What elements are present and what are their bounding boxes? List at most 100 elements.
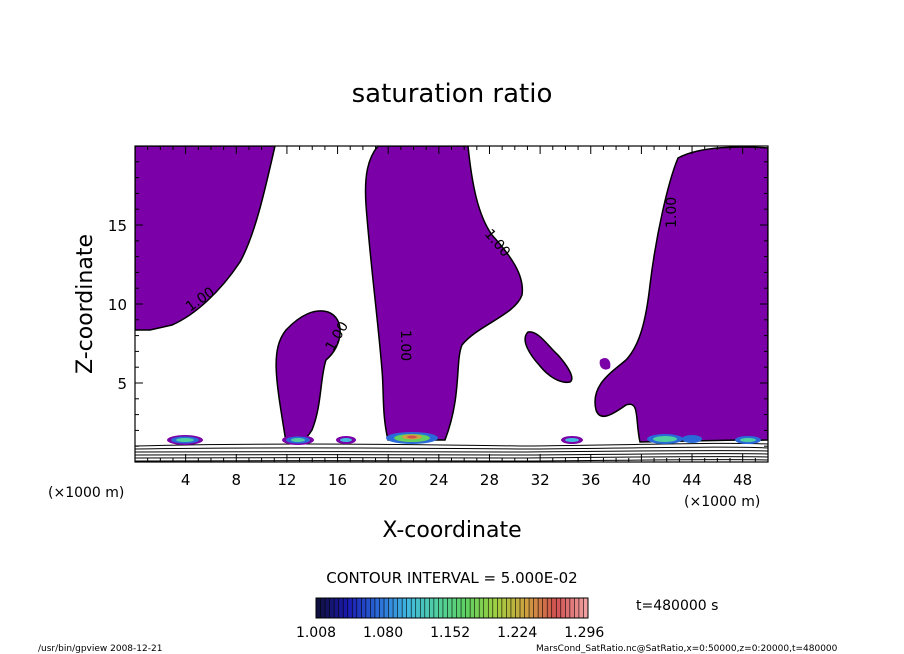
colorbar-cell bbox=[384, 598, 389, 618]
chart-title: saturation ratio bbox=[352, 79, 553, 109]
y-axis-title: Z-coordinate bbox=[73, 234, 98, 374]
colorbar-cell bbox=[388, 598, 394, 618]
x-tick-label: 40 bbox=[632, 471, 651, 489]
colorbar-cell bbox=[556, 598, 562, 618]
colorbar-cell bbox=[325, 598, 330, 618]
x-tick-label: 32 bbox=[531, 471, 550, 489]
x-tick-label: 48 bbox=[733, 471, 752, 489]
y-unit-label: (×1000 m) bbox=[48, 485, 124, 501]
y-tick-label: 10 bbox=[108, 296, 127, 314]
colorbar-cell bbox=[529, 598, 534, 618]
colorbar-cell bbox=[497, 598, 503, 618]
colorbar-cell bbox=[524, 598, 530, 618]
colorbar-cell bbox=[583, 598, 589, 618]
colorbar-cell bbox=[356, 598, 362, 618]
colorbar-cell bbox=[379, 598, 385, 618]
x-tick-label: 16 bbox=[328, 471, 347, 489]
plot-area: 1.00 1.00 1.00 1.00 1.00 bbox=[135, 146, 768, 462]
colorbar-cell bbox=[483, 598, 489, 618]
colorbar-cell bbox=[479, 598, 485, 618]
x-tick-label: 24 bbox=[429, 471, 448, 489]
x-tick-label: 28 bbox=[480, 471, 499, 489]
colorbar-tick-label: 1.008 bbox=[296, 625, 336, 641]
colorbar-cell bbox=[361, 598, 367, 618]
colorbar-cell bbox=[547, 598, 553, 618]
x-tick-label: 20 bbox=[379, 471, 398, 489]
colorbar-cell bbox=[520, 598, 525, 618]
colorbar-cell bbox=[551, 598, 557, 618]
x-tick-label: 12 bbox=[277, 471, 296, 489]
x-tick-labels: 4 8 12 16 20 24 28 32 36 40 44 48 bbox=[181, 471, 752, 489]
contour-interval-text: CONTOUR INTERVAL = 5.000E-02 bbox=[326, 569, 577, 587]
colorbar-cell bbox=[370, 598, 376, 618]
supersaturated-region-4 bbox=[524, 331, 573, 384]
supersaturated-region-2 bbox=[275, 310, 341, 444]
colorbar-cell bbox=[338, 598, 344, 618]
colorbar-cell bbox=[578, 598, 584, 618]
colorbar-tick-labels: 1.008 1.080 1.152 1.224 1.296 bbox=[296, 625, 604, 641]
supersaturated-region-3 bbox=[364, 146, 524, 441]
colorbar-cell bbox=[569, 598, 575, 618]
colorbar-cell bbox=[402, 598, 407, 618]
colorbar-tick-label: 1.080 bbox=[363, 625, 403, 641]
colorbar-cell bbox=[506, 598, 512, 618]
x-tick-label: 8 bbox=[232, 471, 242, 489]
colorbar-cell bbox=[420, 598, 426, 618]
colorbar-cell bbox=[492, 598, 498, 618]
colorbar-cell bbox=[461, 598, 466, 618]
colorbar-cell bbox=[456, 598, 462, 618]
x-unit-label: (×1000 m) bbox=[684, 494, 760, 510]
colorbar-cell bbox=[329, 598, 335, 618]
colorbar-cell bbox=[429, 598, 435, 618]
colorbar-tick-label: 1.224 bbox=[497, 625, 537, 641]
colorbar-cell bbox=[343, 598, 349, 618]
footer-left: /usr/bin/gpview 2008-12-21 bbox=[38, 644, 162, 654]
small-cell-1 bbox=[599, 357, 611, 370]
colorbar-tick-label: 1.152 bbox=[430, 625, 470, 641]
colorbar-cell bbox=[415, 598, 421, 618]
colorbar-cell bbox=[406, 598, 412, 618]
supersaturated-region-5 bbox=[594, 146, 768, 443]
colorbar-cell bbox=[316, 598, 321, 618]
colorbar-cell bbox=[574, 598, 580, 618]
x-axis-title: X-coordinate bbox=[382, 518, 521, 543]
colorbar-cell bbox=[347, 598, 353, 618]
colorbar-cell bbox=[501, 598, 507, 618]
x-tick-label: 36 bbox=[581, 471, 600, 489]
axis-ticks bbox=[135, 146, 768, 462]
svg-text:1.00: 1.00 bbox=[664, 197, 680, 228]
colorbar-cell bbox=[424, 598, 430, 618]
colorbar-cell bbox=[470, 598, 475, 618]
colorbar-cell bbox=[352, 598, 358, 618]
colorbar-cell bbox=[515, 598, 521, 618]
colorbar-frame bbox=[315, 597, 589, 619]
colorbar bbox=[315, 598, 589, 618]
colorbar-cell bbox=[447, 598, 453, 618]
colorbar-cell bbox=[533, 598, 539, 618]
x-tick-label: 44 bbox=[682, 471, 701, 489]
colorbar-cell bbox=[365, 598, 371, 618]
colorbar-cell bbox=[397, 598, 403, 618]
colorbar-cell bbox=[510, 598, 516, 618]
y-tick-labels: 5 10 15 bbox=[108, 217, 127, 393]
colorbar-cell bbox=[442, 598, 448, 618]
x-tick-label: 4 bbox=[181, 471, 191, 489]
svg-text:1.00: 1.00 bbox=[397, 330, 413, 361]
colorbar-cell bbox=[542, 598, 548, 618]
colorbar-cell bbox=[411, 598, 417, 618]
surface-contour-band bbox=[135, 442, 768, 462]
colorbar-cell bbox=[465, 598, 471, 618]
colorbar-cell bbox=[334, 598, 339, 618]
colorbar-cell bbox=[488, 598, 494, 618]
time-stamp: t=480000 s bbox=[636, 598, 718, 614]
colorbar-cell bbox=[560, 598, 566, 618]
colorbar-cell bbox=[538, 598, 543, 618]
colorbar-cell bbox=[393, 598, 398, 618]
y-tick-label: 5 bbox=[117, 375, 127, 393]
colorbar-cell bbox=[565, 598, 571, 618]
colorbar-cell bbox=[433, 598, 439, 618]
y-tick-label: 15 bbox=[108, 217, 127, 235]
colorbar-cell bbox=[452, 598, 457, 618]
colorbar-cell bbox=[474, 598, 480, 618]
